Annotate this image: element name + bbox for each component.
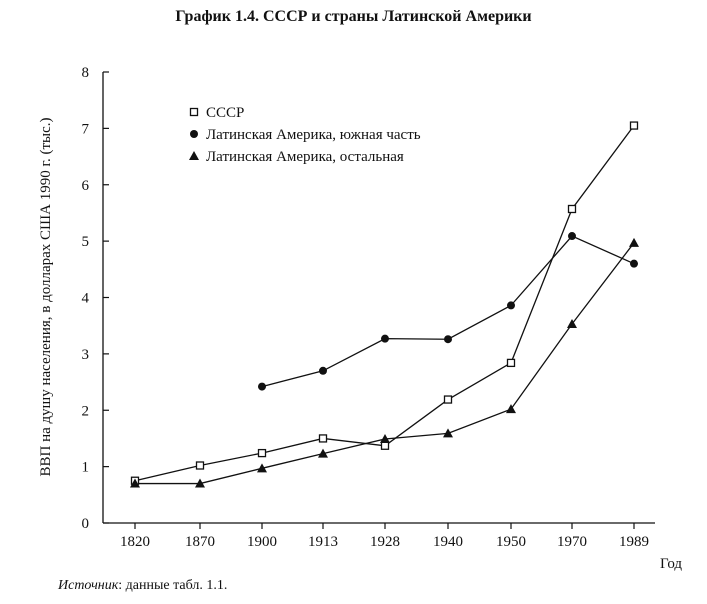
data-point-ussr: [629, 121, 639, 130]
legend-marker-latam-south: [190, 130, 198, 138]
x-tick-label: 1870: [185, 534, 215, 550]
chart-title: График 1.4. СССР и страны Латинской Амер…: [175, 8, 532, 25]
x-tick-label: 1928: [370, 534, 400, 550]
data-point-latam-other: [257, 463, 267, 473]
data-point-ussr: [257, 448, 267, 458]
axes: [102, 71, 655, 529]
series-points: [130, 121, 639, 488]
data-point-latam-south: [444, 335, 452, 344]
data-point-latam-south: [630, 259, 638, 268]
data-point-latam-other: [195, 478, 205, 488]
data-point-latam-other: [443, 428, 453, 438]
legend-marker-ussr: [189, 107, 199, 117]
data-point-ussr: [380, 441, 390, 450]
data-point-ussr: [195, 461, 205, 470]
data-point-latam-south: [381, 334, 389, 343]
y-tick-label: 3: [82, 347, 90, 363]
legend-label-ussr: СССР: [206, 105, 244, 121]
x-tick-label: 1970: [557, 534, 587, 550]
x-tick-label: 1950: [496, 534, 526, 550]
y-tick-label: 8: [82, 65, 90, 81]
legend-label-latam-other: Латинская Америка, остальная: [206, 149, 404, 165]
data-point-latam-south: [319, 366, 327, 375]
y-tick-label: 7: [82, 121, 90, 137]
data-point-latam-south: [568, 232, 576, 241]
legend: СССР Латинская Америка, южная часть Латинс…: [189, 105, 421, 165]
x-tick-label: 1940: [433, 534, 463, 550]
series-line-ussr: [134, 125, 635, 482]
data-point-latam-south: [258, 382, 266, 391]
data-point-latam-other: [318, 448, 328, 458]
data-point-ussr: [443, 395, 453, 404]
x-tick-label: 1989: [619, 534, 649, 550]
data-point-latam-other: [506, 404, 516, 414]
data-point-ussr: [318, 434, 328, 443]
series-lines: [134, 125, 635, 485]
y-tick-label: 2: [82, 403, 90, 419]
data-point-ussr: [506, 358, 516, 368]
data-point-latam-other: [629, 237, 639, 247]
legend-marker-latam-other: [189, 151, 199, 160]
y-tick-label: 1: [82, 460, 90, 476]
legend-label-latam-south: Латинская Америка, южная часть: [206, 127, 421, 143]
source-note: Источник: данные табл. 1.1.: [58, 578, 227, 594]
y-tick-label: 5: [82, 234, 90, 250]
y-tick-label: 4: [82, 291, 90, 307]
tick-labels: 0 1 2 3 4 5 6 7 8 1820 1870 1900 1913 1928 1940 1950 197…: [82, 65, 650, 550]
data-point-ussr: [567, 204, 577, 214]
y-tick-label: 6: [82, 178, 90, 194]
data-point-latam-other: [130, 478, 140, 488]
x-tick-label: 1913: [308, 534, 338, 550]
x-axis-label: Год: [660, 556, 682, 572]
y-tick-label: 0: [82, 516, 90, 532]
data-point-latam-south: [507, 301, 515, 310]
y-axis-label: ВВП на душу населения, в долларах США 19…: [38, 117, 54, 476]
data-point-latam-other: [380, 434, 390, 444]
source-label: Источник: [58, 578, 119, 593]
x-tick-label: 1820: [120, 534, 150, 550]
data-point-latam-other: [567, 318, 577, 328]
series-line-latam-south: [261, 235, 635, 388]
x-tick-label: 1900: [247, 534, 277, 550]
source-text: : данные табл. 1.1.: [118, 578, 228, 593]
